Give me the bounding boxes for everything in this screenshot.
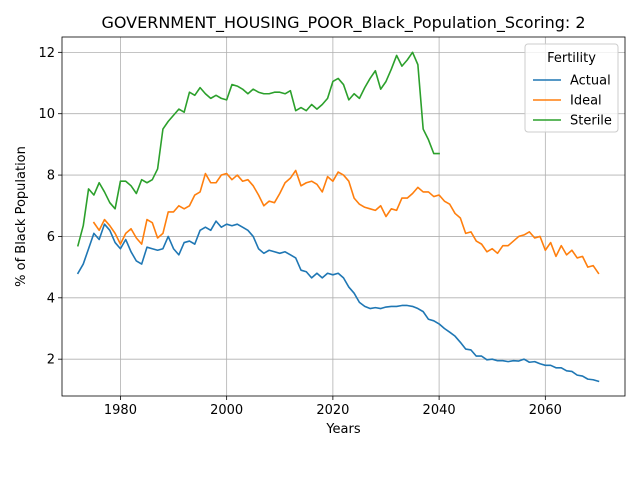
legend: Fertility Actual Ideal Sterile	[524, 43, 619, 133]
legend-label-ideal: Ideal	[570, 94, 602, 109]
series-line-actual	[76, 220, 600, 383]
series-lines	[76, 51, 600, 383]
series-line-ideal	[92, 169, 600, 275]
y-tick-label: 8	[47, 169, 55, 184]
legend-label-sterile: Sterile	[570, 114, 612, 129]
legend-box	[524, 43, 619, 133]
x-tick-label: 2040	[423, 403, 456, 418]
y-axis-ticks: 2 4 6 8 10 12	[38, 46, 62, 368]
x-tick-label: 2000	[210, 403, 243, 418]
series-line-sterile	[76, 51, 440, 247]
x-axis-label: Years	[325, 422, 361, 437]
x-tick-label: 2020	[316, 403, 349, 418]
legend-label-actual: Actual	[570, 74, 611, 89]
y-tick-label: 6	[47, 230, 55, 245]
legend-entries: Actual Ideal Sterile	[533, 74, 612, 129]
x-axis-ticks: 1980 2000 2020 2040 2060	[104, 396, 562, 418]
chart-title: GOVERNMENT_HOUSING_POOR_Black_Population…	[101, 13, 585, 33]
y-tick-label: 10	[38, 107, 55, 122]
legend-title: Fertility	[547, 51, 596, 66]
y-tick-label: 12	[38, 46, 55, 61]
x-tick-label: 1980	[104, 403, 137, 418]
plot-area-frame	[61, 36, 626, 397]
y-axis-label: % of Black Population	[14, 146, 29, 287]
y-tick-label: 2	[47, 353, 55, 368]
y-tick-label: 4	[47, 291, 55, 306]
x-tick-label: 2060	[529, 403, 562, 418]
